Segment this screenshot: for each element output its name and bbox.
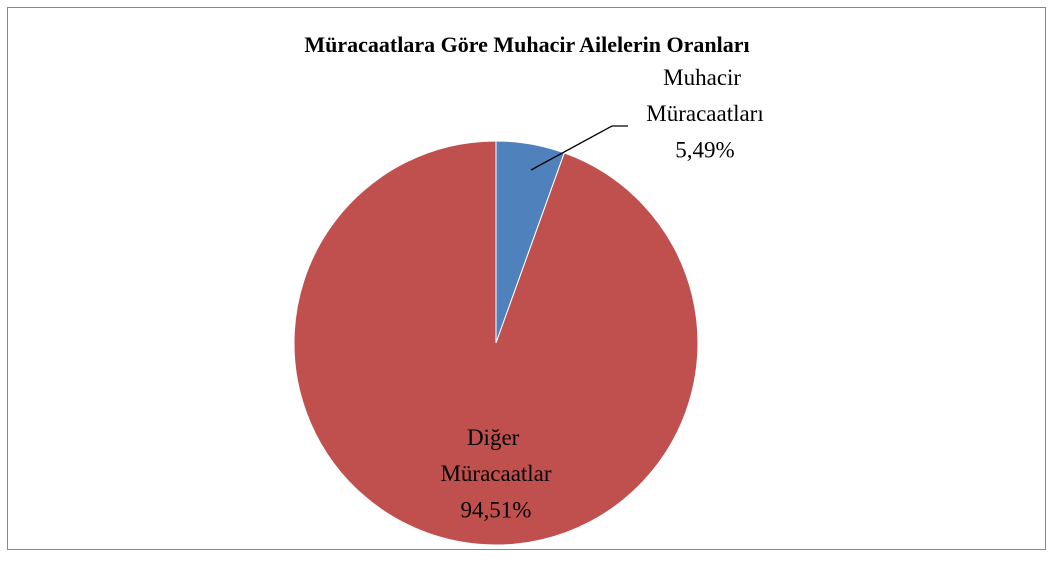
slice-label: Diğer Müracaatlar xyxy=(440,425,551,486)
chart-title: Müracaatlara Göre Muhacir Ailelerin Oran… xyxy=(304,32,749,57)
value-label: 94,51% xyxy=(461,497,532,522)
pie-slice xyxy=(293,140,699,546)
slice-label: Muhacir Müracaatları xyxy=(646,65,763,126)
value-label: 5,49% xyxy=(675,137,734,162)
leader-line xyxy=(530,125,628,171)
